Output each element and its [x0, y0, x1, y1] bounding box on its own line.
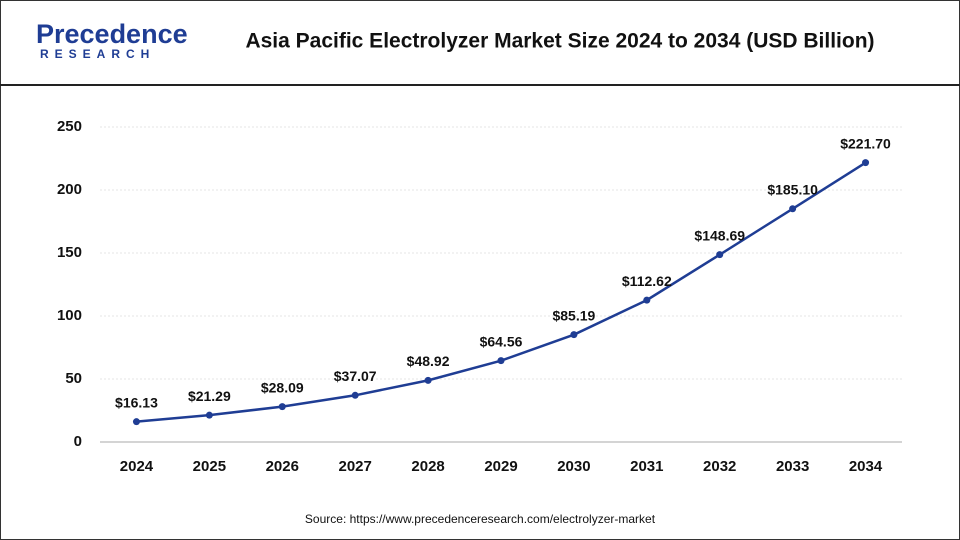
- data-label: $85.19: [552, 307, 595, 323]
- data-point: [351, 391, 359, 399]
- y-tick-label: 0: [74, 433, 82, 450]
- x-tick-label: 2029: [484, 458, 517, 475]
- data-point: [570, 331, 578, 339]
- logo-name: Precedence: [36, 19, 188, 49]
- x-tick-label: 2030: [557, 458, 590, 475]
- x-tick-label: 2034: [849, 458, 883, 475]
- x-tick-label: 2025: [193, 458, 226, 475]
- data-label: $64.56: [480, 333, 523, 349]
- data-point: [205, 411, 213, 419]
- data-label: $37.07: [334, 368, 377, 384]
- logo-sub: RESEARCH: [40, 47, 155, 61]
- y-tick-label: 250: [57, 118, 82, 135]
- x-tick-label: 2024: [120, 458, 154, 475]
- y-tick-label: 200: [57, 181, 82, 198]
- data-label: $28.09: [261, 379, 304, 395]
- x-tick-label: 2032: [703, 458, 736, 475]
- y-tick-label: 100: [57, 307, 82, 324]
- chart-title: Asia Pacific Electrolyzer Market Size 20…: [245, 30, 874, 53]
- data-point: [497, 357, 505, 365]
- source: Source: https://www.precedenceresearch.c…: [305, 512, 656, 526]
- x-tick-label: 2028: [411, 458, 444, 475]
- data-point: [424, 376, 432, 384]
- data-label: $16.13: [115, 394, 158, 410]
- x-tick-label: 2033: [776, 458, 809, 475]
- data-label: $21.29: [188, 388, 231, 404]
- data-point: [278, 403, 286, 411]
- data-label: $112.62: [622, 273, 672, 289]
- data-point: [716, 251, 724, 259]
- data-label: $148.69: [694, 227, 745, 243]
- data-label: $48.92: [407, 353, 450, 369]
- data-point: [132, 418, 140, 426]
- y-tick-label: 50: [65, 370, 82, 387]
- x-tick-label: 2027: [338, 458, 371, 475]
- x-tick-label: 2031: [630, 458, 663, 475]
- x-tick-label: 2026: [266, 458, 299, 475]
- data-point: [862, 159, 870, 167]
- y-tick-label: 150: [57, 244, 82, 261]
- data-label: $221.70: [840, 135, 891, 151]
- data-label: $185.10: [767, 181, 818, 197]
- data-point: [643, 296, 651, 304]
- data-point: [789, 205, 797, 213]
